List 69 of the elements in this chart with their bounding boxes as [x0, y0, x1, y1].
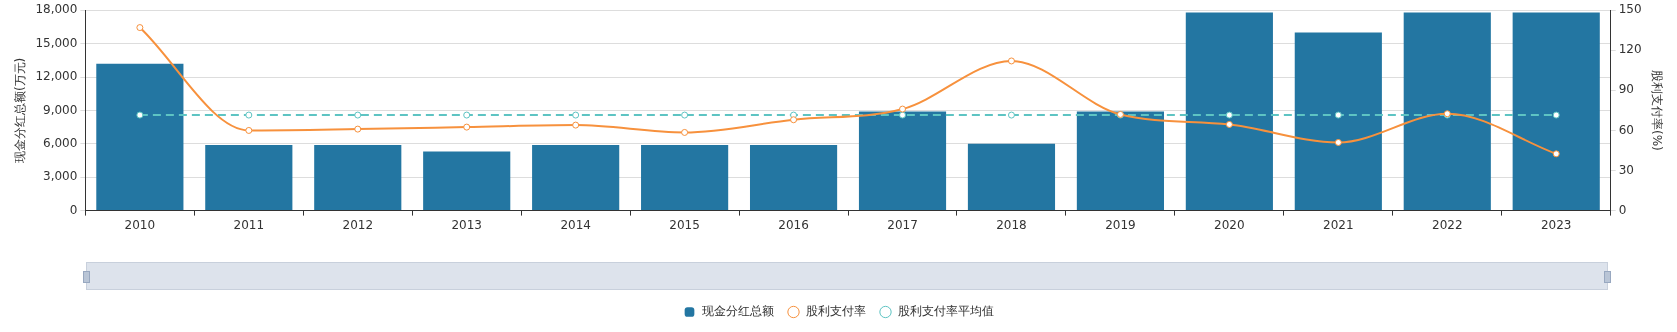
bar [641, 144, 729, 211]
point [899, 111, 907, 119]
bar [1076, 111, 1164, 211]
point [1007, 57, 1015, 65]
y-axis-title: 现金分红总额(万元) [13, 57, 28, 164]
x-tick-label: 2022 [1432, 217, 1463, 232]
point [1552, 150, 1560, 158]
legend-label: 现金分红总额 [701, 304, 774, 319]
bar [423, 151, 511, 211]
point [354, 111, 362, 119]
bar [205, 144, 293, 211]
x-tick-label: 2015 [669, 217, 700, 232]
bar [96, 63, 184, 211]
bar [1185, 12, 1273, 211]
y2-tick-label: 120 [1618, 42, 1642, 57]
bar [1512, 12, 1600, 211]
bar [314, 144, 402, 211]
x-tick-label: 2010 [124, 217, 156, 232]
point [463, 111, 471, 119]
y2-tick-label: 150 [1618, 2, 1642, 17]
x-tick-label: 2011 [233, 217, 265, 232]
point [136, 111, 144, 119]
x-tick-label: 2017 [887, 217, 918, 232]
point [1225, 111, 1233, 119]
x-tick-label: 2019 [1105, 217, 1136, 232]
x-tick-label: 2013 [451, 217, 482, 232]
x-tick-label: 2016 [778, 217, 809, 232]
point [1225, 120, 1233, 128]
x-tick-label: 2012 [342, 217, 374, 232]
bar [1403, 12, 1491, 211]
y-tick-label: 9,000 [43, 102, 78, 117]
x-tick-label: 2023 [1540, 217, 1572, 232]
bar [858, 111, 947, 211]
y2-axis-title: 股利支付率(%) [1649, 70, 1664, 151]
point [245, 126, 253, 134]
point [1552, 111, 1560, 119]
point [681, 128, 689, 136]
y-tick-label: 15,000 [35, 35, 78, 50]
point [572, 121, 580, 129]
point [681, 111, 689, 119]
point [1334, 111, 1342, 119]
y2-tick-label: 90 [1618, 82, 1634, 97]
y-tick-label: 18,000 [35, 2, 78, 17]
x-tick-label: 2018 [996, 217, 1027, 232]
point [790, 116, 798, 124]
y-tick-label: 12,000 [35, 69, 78, 84]
bar [1294, 32, 1382, 211]
legend-label: 股利支付率平均值 [897, 304, 994, 319]
x-tick-label: 2014 [560, 217, 591, 232]
y-tick-label: 3,000 [43, 169, 78, 184]
point [245, 111, 253, 119]
point [899, 105, 907, 113]
x-tick-label: 2020 [1214, 217, 1245, 232]
point [1007, 111, 1015, 119]
point [463, 123, 471, 131]
bar [532, 144, 620, 211]
bar [749, 144, 838, 211]
point [136, 24, 144, 32]
legend-label: 股利支付率 [805, 304, 866, 319]
point [354, 125, 362, 133]
y-tick-label: 6,000 [43, 135, 78, 150]
bar [967, 143, 1056, 211]
y-tick-label: 0 [69, 202, 78, 217]
y2-tick-label: 0 [1618, 202, 1627, 217]
y2-tick-label: 30 [1618, 162, 1634, 177]
point [1334, 138, 1342, 146]
point [572, 111, 580, 119]
y2-tick-label: 60 [1618, 122, 1634, 137]
x-tick-label: 2021 [1323, 217, 1354, 232]
